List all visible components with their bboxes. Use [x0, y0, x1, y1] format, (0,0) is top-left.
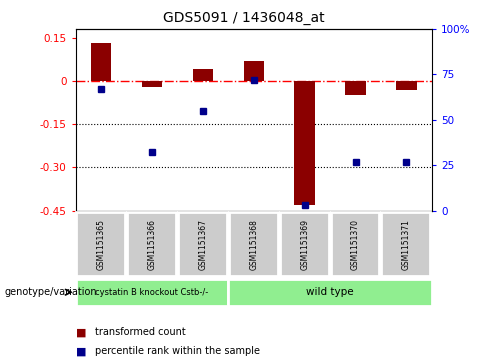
Text: GSM1151371: GSM1151371	[402, 219, 411, 270]
Text: genotype/variation: genotype/variation	[5, 287, 98, 297]
Text: GSM1151370: GSM1151370	[351, 219, 360, 270]
FancyBboxPatch shape	[76, 212, 125, 276]
Text: GSM1151366: GSM1151366	[147, 219, 157, 270]
FancyBboxPatch shape	[330, 212, 380, 276]
FancyBboxPatch shape	[228, 278, 432, 306]
Bar	[91, 44, 111, 81]
Text: wild type: wild type	[306, 287, 354, 297]
Text: GSM1151367: GSM1151367	[198, 219, 207, 270]
Text: GSM1151365: GSM1151365	[97, 219, 105, 270]
FancyBboxPatch shape	[127, 212, 176, 276]
Bar	[346, 81, 366, 95]
Text: cystatin B knockout Cstb-/-: cystatin B knockout Cstb-/-	[95, 288, 208, 297]
Bar	[193, 69, 213, 81]
Bar	[396, 81, 417, 90]
Text: GSM1151368: GSM1151368	[249, 219, 258, 270]
FancyBboxPatch shape	[76, 278, 228, 306]
FancyBboxPatch shape	[229, 212, 278, 276]
FancyBboxPatch shape	[280, 212, 328, 276]
Text: percentile rank within the sample: percentile rank within the sample	[95, 346, 260, 356]
Bar	[142, 81, 162, 87]
Bar	[294, 81, 315, 205]
Text: ■: ■	[76, 346, 86, 356]
FancyBboxPatch shape	[178, 212, 227, 276]
Text: GDS5091 / 1436048_at: GDS5091 / 1436048_at	[163, 11, 325, 25]
Text: ■: ■	[76, 327, 86, 337]
Text: GSM1151369: GSM1151369	[300, 219, 309, 270]
Text: transformed count: transformed count	[95, 327, 186, 337]
Bar	[244, 61, 264, 81]
FancyBboxPatch shape	[382, 212, 430, 276]
